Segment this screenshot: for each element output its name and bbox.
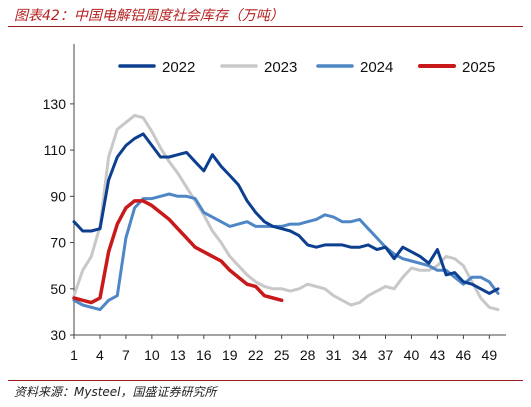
legend-item-2024: 2024 xyxy=(316,59,393,76)
y-tick-label: 90 xyxy=(50,188,66,204)
x-tick-label: 49 xyxy=(482,347,498,363)
series-line-2023 xyxy=(72,113,500,312)
source-rule xyxy=(8,380,523,381)
x-tick-label: 40 xyxy=(404,347,420,363)
legend-label: 2025 xyxy=(462,59,495,76)
legend-item-2022: 2022 xyxy=(118,59,195,76)
x-tick-label: 46 xyxy=(456,347,472,363)
x-tick-label: 13 xyxy=(170,347,186,363)
x-tick-label: 16 xyxy=(196,347,212,363)
x-tick-label: 22 xyxy=(248,347,264,363)
series-line-2024 xyxy=(72,192,500,312)
legend-label: 2024 xyxy=(360,59,393,76)
series-line-2025 xyxy=(72,199,284,305)
title-rule xyxy=(8,26,523,27)
y-tick-label: 130 xyxy=(43,96,67,112)
x-tick-label: 19 xyxy=(222,347,238,363)
x-tick-label: 1 xyxy=(70,347,78,363)
legend-label: 2023 xyxy=(264,59,297,76)
x-tick-label: 7 xyxy=(122,347,130,363)
legend-item-2025: 2025 xyxy=(418,59,495,76)
legend-label: 2022 xyxy=(162,59,195,76)
source-note: 资料来源：Mysteel，国盛证券研究所 xyxy=(14,385,217,399)
figure-title: 图表42：中国电解铝周度社会库存（万吨） xyxy=(14,8,284,24)
y-tick-label: 110 xyxy=(44,142,67,158)
x-tick-label: 25 xyxy=(274,347,290,363)
x-tick-label: 43 xyxy=(430,347,446,363)
y-tick-label: 70 xyxy=(50,235,66,251)
line-chart: 30 50 70 90 110 130 1 4 7 10 13 16 19 22 25 28 31 34 37 40 4… xyxy=(43,44,506,363)
x-tick-label: 4 xyxy=(96,347,104,363)
x-tick-label: 10 xyxy=(144,347,160,363)
x-tick-label: 28 xyxy=(300,347,316,363)
x-tick-label: 31 xyxy=(326,347,342,363)
x-tick-label: 37 xyxy=(378,347,394,363)
x-tick-label: 34 xyxy=(352,347,368,363)
y-tick-label: 30 xyxy=(50,327,66,343)
legend-item-2023: 2023 xyxy=(220,59,297,76)
series-line-2022 xyxy=(72,132,500,295)
y-tick-label: 50 xyxy=(50,281,66,297)
